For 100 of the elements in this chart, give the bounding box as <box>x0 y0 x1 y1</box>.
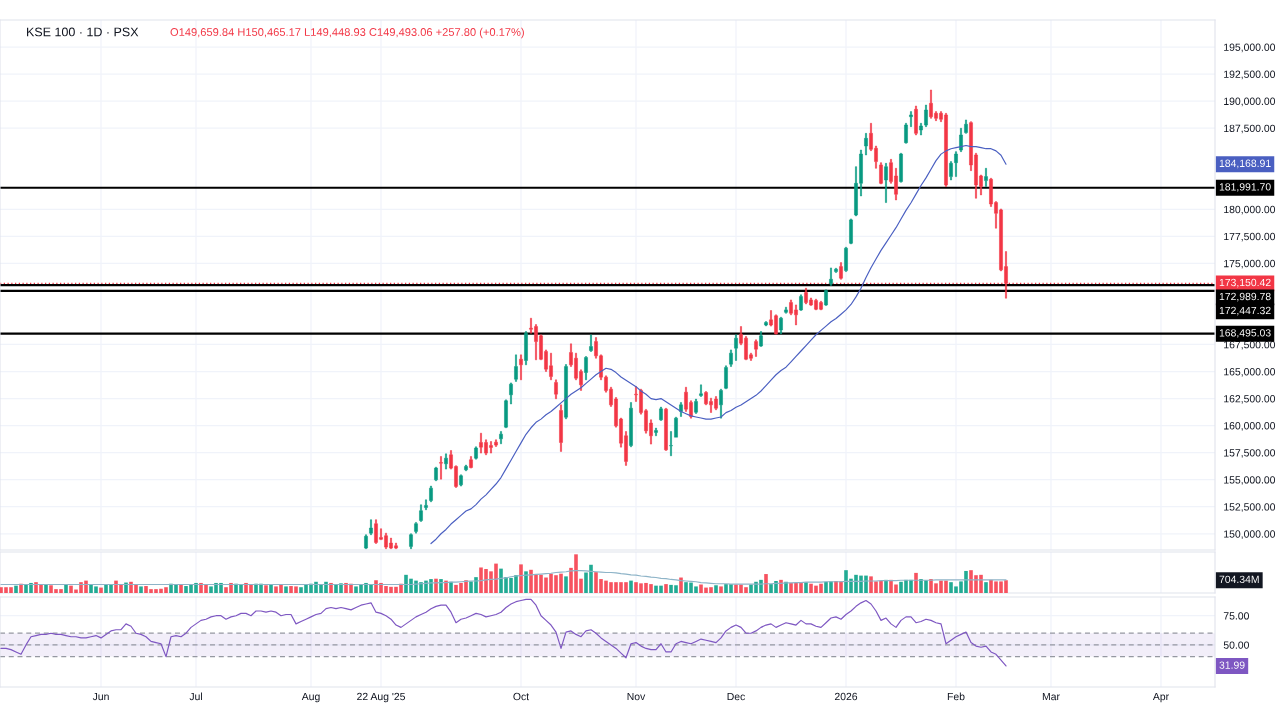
text: 704.34M <box>1219 575 1259 584</box>
x-tick-label: Dec <box>727 692 745 701</box>
candlestick <box>764 321 768 327</box>
candlestick <box>754 339 758 357</box>
candlestick <box>724 365 728 390</box>
candlestick <box>429 485 433 503</box>
bar <box>439 579 443 593</box>
candlestick <box>719 388 723 419</box>
candlestick <box>629 402 633 448</box>
y-tick-label: 75.00 <box>1223 612 1249 620</box>
x-tick-label: Nov <box>627 692 646 701</box>
candlestick <box>559 404 563 452</box>
y-tick-label: 160,000.00 <box>1224 422 1276 431</box>
candlestick <box>824 289 828 306</box>
candlestick <box>669 431 673 457</box>
y-tick-label: 165,000.00 <box>1224 368 1276 377</box>
candlestick <box>664 408 668 451</box>
x-tick-label: Aug <box>301 692 320 703</box>
candlestick <box>369 519 373 536</box>
candlestick <box>964 119 968 134</box>
candlestick <box>759 331 763 347</box>
candlestick <box>564 364 568 420</box>
text: 184,168.91 <box>1219 159 1271 169</box>
bar <box>284 586 288 593</box>
candlestick <box>554 379 558 400</box>
candlestick <box>839 262 843 280</box>
candlestick <box>414 522 418 534</box>
candlestick <box>694 398 698 414</box>
candlestick <box>909 111 913 127</box>
bar <box>524 571 528 593</box>
candlestick <box>829 267 833 286</box>
x-tick-label: Oct <box>513 692 530 701</box>
bar <box>714 585 718 593</box>
candlestick <box>959 127 963 152</box>
y-tick-label: 195,000.00 <box>1224 43 1276 53</box>
candlestick <box>364 534 368 549</box>
y-tick-label: 175,000.00 <box>1224 259 1276 269</box>
candlestick <box>984 168 988 187</box>
candlestick <box>879 162 883 185</box>
candlestick <box>654 427 658 437</box>
candlestick <box>729 349 733 367</box>
bar <box>984 582 988 593</box>
bar <box>679 577 683 593</box>
bar <box>629 580 633 593</box>
candlestick <box>899 152 903 183</box>
y-tick-label: 157,500.00 <box>1224 449 1276 458</box>
y-tick-label: 190,000.00 <box>1224 97 1276 107</box>
candlestick <box>499 431 503 445</box>
x-tick-label: 2026 <box>834 692 858 701</box>
candlestick <box>914 105 918 136</box>
y-tick-label: 152,500.00 <box>1224 503 1276 512</box>
x-tick-label: 22 Aug '25 <box>357 692 406 703</box>
text: O149,659.84 H150,465.17 L149,448.93 C149,493.06 +257.80 (+0.17%) <box>170 27 524 39</box>
y-tick-label: 150,000.00 <box>1224 530 1276 539</box>
bar <box>179 584 183 593</box>
candlestick <box>884 163 888 203</box>
candlestick <box>954 151 958 177</box>
line-series <box>0 598 1007 667</box>
bar <box>139 586 143 593</box>
bar <box>884 579 888 593</box>
bar <box>14 585 18 593</box>
candlestick <box>459 474 463 487</box>
candlestick <box>864 133 868 156</box>
candlestick <box>469 456 473 469</box>
y-tick-label: 187,500.00 <box>1224 124 1276 134</box>
x-tick-label: Jun <box>92 692 109 701</box>
bar <box>664 584 668 593</box>
bar <box>99 587 103 593</box>
bar <box>264 585 268 593</box>
ref-line-label: 173,150.42 <box>1219 278 1271 288</box>
bar <box>564 576 568 593</box>
bar <box>329 582 333 593</box>
candlestick <box>444 453 448 470</box>
candlestick <box>424 499 428 511</box>
bar <box>444 580 448 593</box>
y-tick-label: 167,500.00 <box>1224 340 1276 350</box>
x-tick-label: Feb <box>947 692 965 701</box>
candlestick <box>659 406 663 421</box>
candlestick <box>844 246 848 272</box>
candlestick <box>509 382 513 405</box>
candlestick <box>434 466 438 482</box>
candlestick <box>674 416 678 438</box>
bar <box>449 581 453 593</box>
candlestick <box>849 218 853 245</box>
y-tick-label: 177,500.00 <box>1224 232 1276 242</box>
y-tick-label: 50.00 <box>1223 641 1249 649</box>
y-tick-label: 192,500.00 <box>1224 70 1276 80</box>
candlestick <box>779 316 783 335</box>
bar <box>19 583 23 593</box>
candlestick <box>699 384 703 397</box>
y-tick-label: 180,000.00 <box>1224 205 1276 215</box>
candlestick <box>784 306 788 314</box>
x-tick-label: Mar <box>1042 692 1060 701</box>
candlestick <box>589 334 593 352</box>
candlestick <box>524 331 528 366</box>
candlestick <box>504 399 508 429</box>
x-tick-label: Jul <box>189 692 202 701</box>
ref-line-label: 172,447.32 <box>1219 306 1271 316</box>
bar <box>804 582 808 593</box>
candlestick <box>474 446 478 460</box>
